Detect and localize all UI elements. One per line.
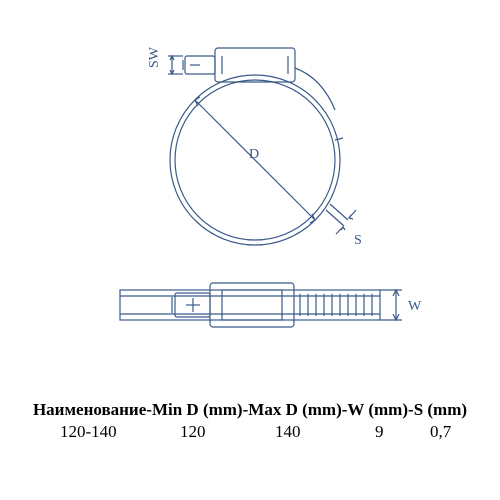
col-min-d: Min D (mm)	[152, 400, 243, 419]
val-s: 0,7	[430, 422, 451, 442]
col-name: Наименование	[33, 400, 146, 419]
col-w: W (mm)	[347, 400, 408, 419]
hose-clamp-spec-diagram: D S W SW Наименование-Min D (mm)-Max D (…	[0, 0, 500, 500]
spec-table: Наименование-Min D (mm)-Max D (mm)-W (mm…	[0, 400, 500, 444]
label-d: D	[249, 147, 259, 162]
val-w: 9	[375, 422, 384, 442]
val-max-d: 140	[275, 422, 301, 442]
spec-header: Наименование-Min D (mm)-Max D (mm)-W (mm…	[0, 400, 500, 420]
val-min-d: 120	[180, 422, 206, 442]
col-s: S (mm)	[414, 400, 467, 419]
col-max-d: Max D (mm)	[248, 400, 341, 419]
technical-drawing: D S W SW	[0, 0, 500, 390]
val-name: 120-140	[60, 422, 117, 442]
label-w: W	[408, 299, 422, 314]
label-s: S	[354, 233, 362, 248]
spec-row: 120-140 120 140 9 0,7	[0, 422, 500, 444]
label-sw: SW	[147, 46, 162, 68]
